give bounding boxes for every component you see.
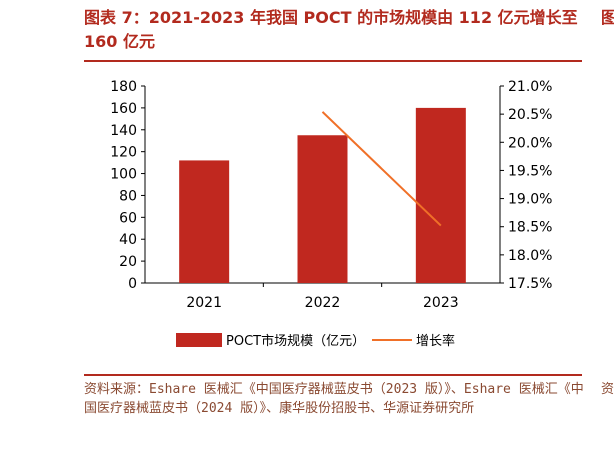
y2-tick-label: 19.5% xyxy=(508,163,552,179)
y-tick-label: 20 xyxy=(119,254,137,270)
adjacent-source-fragment: 资 xyxy=(601,382,614,397)
x-tick-label: 2021 xyxy=(186,295,222,311)
y-tick-label: 40 xyxy=(119,232,137,248)
legend-swatch-bar xyxy=(176,333,222,347)
adjacent-title-fragment: 图 xyxy=(601,8,614,27)
title-rule xyxy=(84,60,582,62)
legend-label-line: 增长率 xyxy=(416,333,455,349)
growth-rate-line xyxy=(321,111,442,227)
line-series xyxy=(321,111,442,227)
y-tick-label: 120 xyxy=(110,145,137,161)
y2-tick-label: 17.5% xyxy=(508,276,552,292)
y2-tick-label: 21.0% xyxy=(508,79,552,95)
y2-tick-label: 18.5% xyxy=(508,220,552,236)
legend: POCT市场规模（亿元） 增长率 xyxy=(176,333,455,349)
y2-tick-label: 20.0% xyxy=(508,135,552,151)
y2-tick-label: 20.5% xyxy=(508,107,552,123)
source-note: 资料来源：Eshare 医械汇《中国医疗器械蓝皮书（2023 版）》、Eshar… xyxy=(84,382,584,416)
axes: 0 20 40 60 80 100 120 140 160 180 17.5% 18.0% 18.5% 1… xyxy=(110,79,552,311)
y-tick-label: 180 xyxy=(110,79,137,95)
y-tick-label: 100 xyxy=(110,167,137,183)
y2-tick-label: 18.0% xyxy=(508,248,552,264)
y2-tick-label: 19.0% xyxy=(508,192,552,208)
y-tick-label: 80 xyxy=(119,188,137,204)
y-tick-label: 140 xyxy=(110,123,137,139)
legend-label-bar: POCT市场规模（亿元） xyxy=(226,333,365,349)
y-tick-label: 0 xyxy=(128,276,137,292)
bar xyxy=(415,107,466,283)
bar xyxy=(297,135,348,283)
y-tick-label: 160 xyxy=(110,101,137,117)
bar-series xyxy=(179,107,466,283)
source-rule xyxy=(84,374,582,376)
x-tick-label: 2022 xyxy=(305,295,341,311)
bar xyxy=(179,160,230,283)
y-tick-label: 60 xyxy=(119,210,137,226)
x-tick-label: 2023 xyxy=(423,295,459,311)
chart-title: 图表 7：2021-2023 年我国 POCT 的市场规模由 112 亿元增长至… xyxy=(84,8,578,51)
